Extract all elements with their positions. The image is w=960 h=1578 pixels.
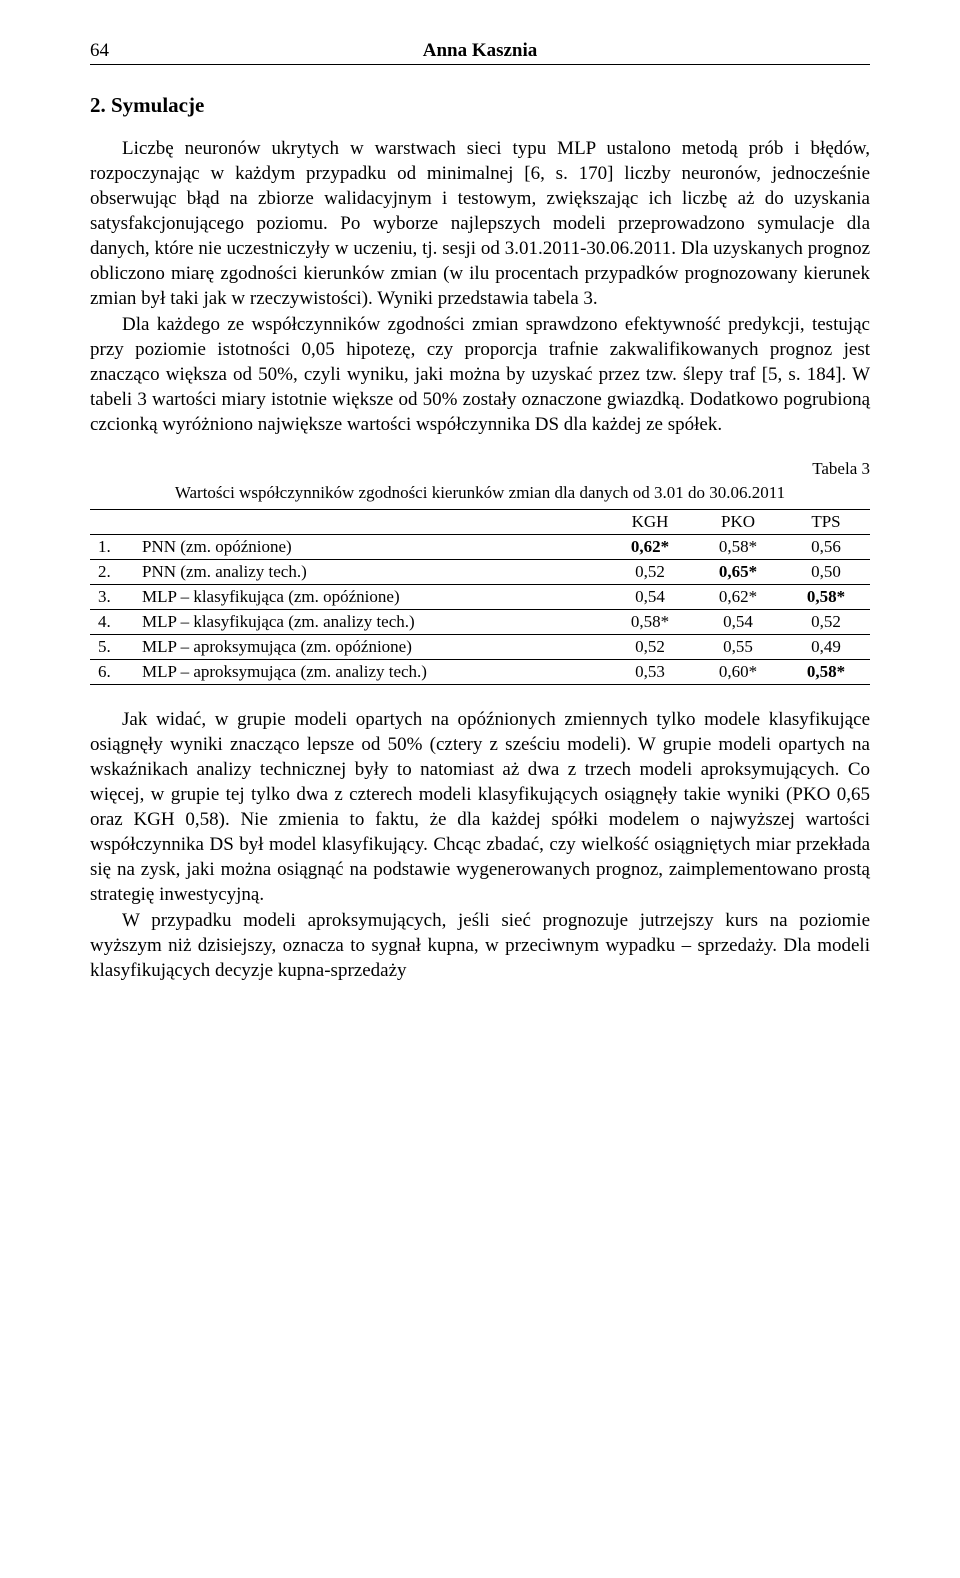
row-index: 3.: [90, 584, 134, 609]
table-header-row: KGH PKO TPS: [90, 509, 870, 534]
row-index: 5.: [90, 634, 134, 659]
results-table: KGH PKO TPS 1.PNN (zm. opóźnione)0,62*0,…: [90, 509, 870, 685]
col-pko: PKO: [694, 509, 782, 534]
cell-tps: 0,56: [782, 534, 870, 559]
table-row: 4.MLP – klasyfikująca (zm. analizy tech.…: [90, 609, 870, 634]
row-label: MLP – aproksymująca (zm. analizy tech.): [134, 659, 606, 684]
cell-pko: 0,65*: [694, 559, 782, 584]
paragraph-3: Jak widać, w grupie modeli opartych na o…: [90, 707, 870, 908]
table-row: 5.MLP – aproksymująca (zm. opóźnione)0,5…: [90, 634, 870, 659]
row-label: MLP – klasyfikująca (zm. analizy tech.): [134, 609, 606, 634]
paragraph-4: W przypadku modeli aproksymujących, jeśl…: [90, 908, 870, 983]
cell-tps: 0,58*: [782, 659, 870, 684]
page: 64 Anna Kasznia 2. Symulacje Liczbę neur…: [0, 0, 960, 1043]
cell-kgh: 0,58*: [606, 609, 694, 634]
cell-tps: 0,49: [782, 634, 870, 659]
cell-pko: 0,55: [694, 634, 782, 659]
row-label: MLP – aproksymująca (zm. opóźnione): [134, 634, 606, 659]
row-label: MLP – klasyfikująca (zm. opóźnione): [134, 584, 606, 609]
row-index: 2.: [90, 559, 134, 584]
table-label: Tabela 3: [90, 459, 870, 479]
cell-pko: 0,58*: [694, 534, 782, 559]
col-blank-idx: [90, 509, 134, 534]
section-heading: 2. Symulacje: [90, 93, 870, 118]
cell-kgh: 0,62*: [606, 534, 694, 559]
table-row: 2.PNN (zm. analizy tech.)0,520,65*0,50: [90, 559, 870, 584]
running-header: 64 Anna Kasznia: [90, 40, 870, 65]
row-index: 6.: [90, 659, 134, 684]
author-name: Anna Kasznia: [128, 40, 832, 62]
cell-kgh: 0,52: [606, 634, 694, 659]
row-label: PNN (zm. opóźnione): [134, 534, 606, 559]
col-blank-label: [134, 509, 606, 534]
cell-pko: 0,54: [694, 609, 782, 634]
col-kgh: KGH: [606, 509, 694, 534]
col-tps: TPS: [782, 509, 870, 534]
cell-pko: 0,62*: [694, 584, 782, 609]
table-caption: Wartości współczynników zgodności kierun…: [90, 483, 870, 503]
table-row: 1.PNN (zm. opóźnione)0,62*0,58*0,56: [90, 534, 870, 559]
paragraph-2: Dla każdego ze współczynników zgodności …: [90, 312, 870, 437]
table-body: 1.PNN (zm. opóźnione)0,62*0,58*0,562.PNN…: [90, 534, 870, 684]
page-number: 64: [90, 40, 128, 62]
cell-pko: 0,60*: [694, 659, 782, 684]
cell-kgh: 0,54: [606, 584, 694, 609]
cell-kgh: 0,52: [606, 559, 694, 584]
cell-kgh: 0,53: [606, 659, 694, 684]
cell-tps: 0,58*: [782, 584, 870, 609]
cell-tps: 0,52: [782, 609, 870, 634]
row-label: PNN (zm. analizy tech.): [134, 559, 606, 584]
row-index: 1.: [90, 534, 134, 559]
row-index: 4.: [90, 609, 134, 634]
table-row: 6.MLP – aproksymująca (zm. analizy tech.…: [90, 659, 870, 684]
paragraph-1: Liczbę neuronów ukrytych w warstwach sie…: [90, 136, 870, 312]
table-row: 3.MLP – klasyfikująca (zm. opóźnione)0,5…: [90, 584, 870, 609]
cell-tps: 0,50: [782, 559, 870, 584]
